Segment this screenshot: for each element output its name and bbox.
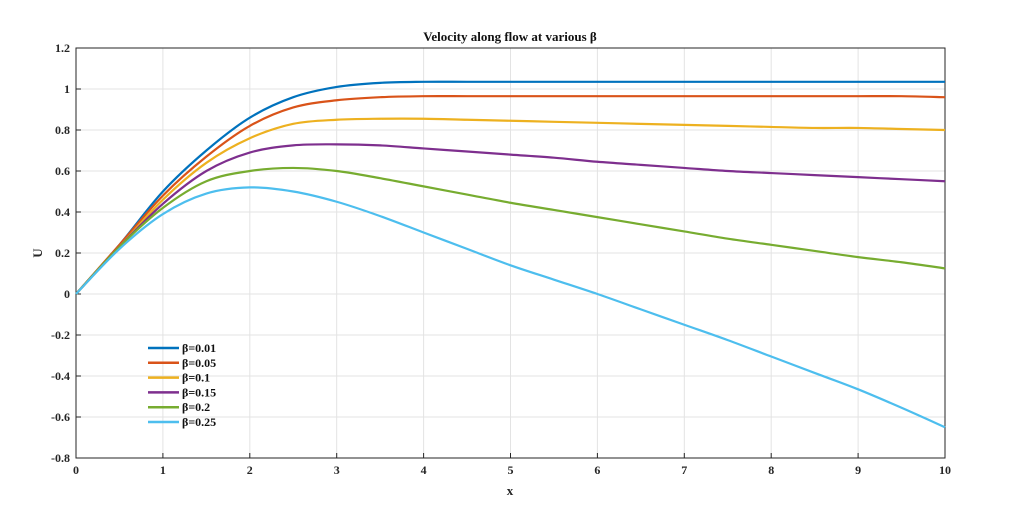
x-tick-label: 8 xyxy=(768,463,774,477)
chart-title: Velocity along flow at various β xyxy=(423,29,597,44)
x-tick-label: 3 xyxy=(334,463,340,477)
y-tick-label: -0.2 xyxy=(51,328,70,342)
series-line-3 xyxy=(75,143,946,295)
legend-label: β=0.01 xyxy=(182,341,216,355)
legend: β=0.01β=0.05β=0.1β=0.15β=0.2β=0.25 xyxy=(148,341,216,429)
y-tick-label: 1.2 xyxy=(55,41,70,55)
legend-label: β=0.2 xyxy=(182,400,210,414)
x-tick-label: 0 xyxy=(73,463,79,477)
x-tick-label: 7 xyxy=(681,463,687,477)
x-tick-label: 10 xyxy=(939,463,951,477)
series-line-0 xyxy=(75,80,945,295)
y-tick-label: 0.6 xyxy=(55,164,70,178)
x-tick-label: 1 xyxy=(160,463,166,477)
y-tick-label: 1 xyxy=(64,82,70,96)
y-tick-label: 0 xyxy=(64,287,70,301)
y-tick-label: -0.6 xyxy=(51,410,70,424)
series-line-4 xyxy=(75,166,946,295)
series-lines xyxy=(75,80,946,429)
x-tick-label: 2 xyxy=(247,463,253,477)
y-tick-label: 0.2 xyxy=(55,246,70,260)
y-tick-label: -0.8 xyxy=(51,451,70,465)
x-tick-label: 6 xyxy=(594,463,600,477)
y-tick-label: -0.4 xyxy=(51,369,70,383)
legend-label: β=0.25 xyxy=(182,415,216,429)
axis-ticks: 0 1 2 3 4 5 6 7 8 9 10 1.2 1 0.8 0.6 0.4 0.2 0 -0.2 -0.4 -0.… xyxy=(51,41,951,477)
x-tick-label: 5 xyxy=(508,463,514,477)
x-axis-label: x xyxy=(507,483,514,498)
legend-label: β=0.15 xyxy=(182,385,216,399)
y-tick-label: 0.8 xyxy=(55,123,70,137)
x-tick-label: 4 xyxy=(421,463,427,477)
y-tick-label: 0.4 xyxy=(55,205,70,219)
legend-label: β=0.1 xyxy=(182,371,210,385)
series-line-1 xyxy=(75,94,946,295)
y-axis-label: U xyxy=(30,248,45,258)
series-line-2 xyxy=(75,117,946,295)
series-line-5 xyxy=(75,186,946,429)
x-tick-label: 9 xyxy=(855,463,861,477)
legend-label: β=0.05 xyxy=(182,356,216,370)
